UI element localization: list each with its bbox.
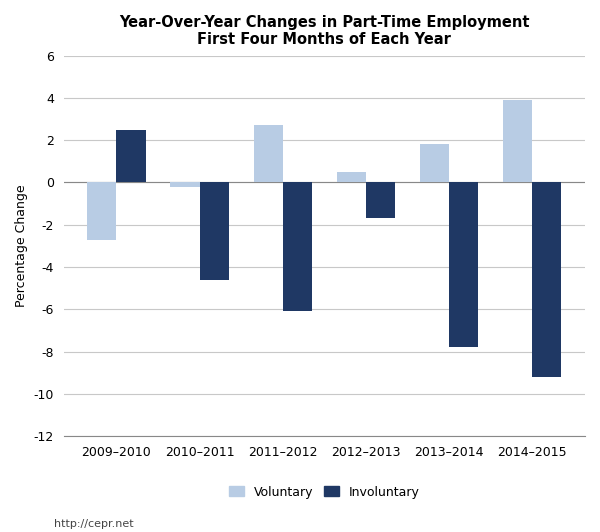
Bar (116, 129, 146, 182)
Bar (254, 126, 283, 182)
Bar (88, 182, 116, 239)
Y-axis label: Percentage Change: Percentage Change (15, 185, 28, 307)
Bar (200, 182, 229, 280)
Legend: Voluntary, Involuntary: Voluntary, Involuntary (224, 480, 425, 504)
Bar (420, 144, 449, 182)
Bar (366, 182, 395, 218)
Bar (170, 182, 200, 187)
Bar (503, 100, 532, 182)
Title: Year-Over-Year Changes in Part-Time Employment
First Four Months of Each Year: Year-Over-Year Changes in Part-Time Empl… (119, 15, 530, 47)
Bar (337, 172, 366, 182)
Text: http://cepr.net: http://cepr.net (54, 519, 134, 529)
Bar (283, 182, 312, 311)
Bar (532, 182, 562, 377)
Bar (449, 182, 478, 347)
